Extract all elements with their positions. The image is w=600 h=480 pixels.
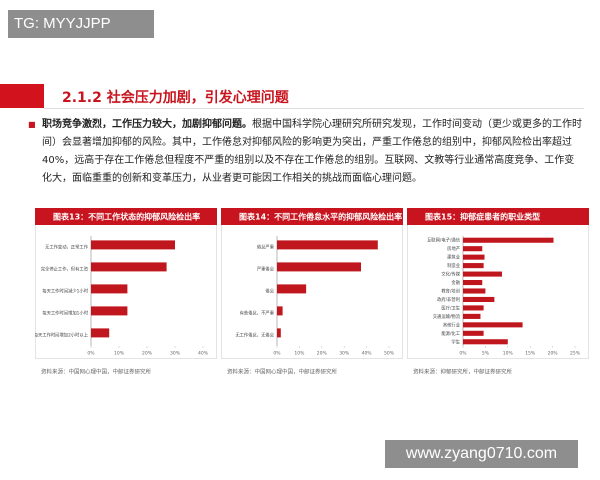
source: 资料来源：中国网心理中国，中邮证券研究所 xyxy=(41,368,152,376)
y-tick-label: 交通运输/物流 xyxy=(433,313,461,320)
y-tick-label: 每天工作时间增加1小时 xyxy=(42,310,88,317)
x-tick-label: 0% xyxy=(459,351,467,357)
bar xyxy=(463,288,486,294)
source: 资料来源：抑郁研究所，中邮证券研究所 xyxy=(413,368,513,376)
watermark: TG: MYYJJPP xyxy=(8,10,154,38)
y-tick-label: 其他行业 xyxy=(443,321,461,328)
divider xyxy=(44,108,584,109)
source: 资料来源：中国网心理中国，中邮证券研究所 xyxy=(227,368,338,376)
y-tick-label: 完全停止工作，但有工资 xyxy=(41,266,89,273)
y-tick-label: 房地产 xyxy=(447,245,460,252)
bullet: ■ xyxy=(28,120,36,129)
chart-title: 图表14：不同工作倦怠水平的抑郁风险检出率 xyxy=(239,212,402,222)
x-tick-label: 5% xyxy=(482,351,490,357)
x-tick-label: 40% xyxy=(198,351,209,357)
chart: 图表13：不同工作状态的抑郁风险检出率 0% 10% 20% 30% 40% 无工作变动，正… xyxy=(35,208,217,376)
footer-watermark: www.zyang0710.com xyxy=(385,440,578,468)
bar xyxy=(463,280,483,286)
bar xyxy=(277,306,283,316)
chart-title: 图表13：不同工作状态的抑郁风险检出率 xyxy=(53,212,200,222)
title-bar xyxy=(35,208,217,225)
bar xyxy=(463,254,485,260)
bar xyxy=(463,271,502,277)
heading-marker xyxy=(0,84,44,108)
paragraph: 职场竞争激烈，工作压力较大，加剧抑郁问题。根据中国科学院心理研究所研究发现，工作… xyxy=(42,116,582,188)
title-bar xyxy=(221,208,403,225)
bar xyxy=(463,246,483,252)
y-tick-label: 无工作倦怠，无倦怠 xyxy=(235,332,274,339)
x-tick-label: 0% xyxy=(273,351,281,357)
bar xyxy=(463,296,495,302)
x-tick-label: 10% xyxy=(114,351,125,357)
y-tick-label: 倦怠严重 xyxy=(257,244,275,251)
paragraph-lead: 职场竞争激烈，工作压力较大，加剧抑郁问题。 xyxy=(42,119,252,130)
bar xyxy=(91,240,175,250)
y-tick-label: 能源/化工 xyxy=(441,330,460,337)
y-tick-label: 建筑业 xyxy=(447,254,461,261)
x-tick-label: 30% xyxy=(170,351,181,357)
x-tick-label: 40% xyxy=(362,351,373,357)
y-tick-label: 学生 xyxy=(451,338,460,345)
x-tick-label: 10% xyxy=(503,351,514,357)
x-tick-label: 20% xyxy=(142,351,153,357)
y-tick-label: 金融 xyxy=(451,279,460,286)
paragraph-text: 根据中国科学院心理研究所研究发现，工作时间变动（更少或更多的工作时间）会显著增加… xyxy=(42,119,582,184)
bar xyxy=(463,330,484,336)
chart-title: 图表15：抑郁症患者的职业类型 xyxy=(425,212,540,222)
bar xyxy=(463,313,481,319)
x-tick-label: 10% xyxy=(294,351,305,357)
y-tick-label: 严重倦怠 xyxy=(257,266,275,273)
bar xyxy=(91,284,128,294)
bar xyxy=(463,305,484,311)
y-tick-label: 倦怠 xyxy=(265,288,274,295)
chart: 图表14：不同工作倦怠水平的抑郁风险检出率 0% 10% 20% 30% 40% 50% 倦怠… xyxy=(221,208,403,376)
x-tick-label: 50% xyxy=(384,351,395,357)
bar xyxy=(91,262,167,272)
y-tick-label: 无工作变动，正常工作 xyxy=(45,244,89,251)
y-tick-label: 文化/传媒 xyxy=(441,271,460,278)
bar xyxy=(277,262,361,272)
y-tick-label: 有些倦怠，不严重 xyxy=(240,310,275,317)
y-tick-label: 教育/培训 xyxy=(441,288,460,295)
x-tick-label: 25% xyxy=(570,351,581,357)
y-tick-label: 每天工作时间增加2小时以上 xyxy=(35,332,89,339)
bar xyxy=(463,339,508,345)
title-bar xyxy=(407,208,589,225)
heading: 2.1.2 社会压力加剧，引发心理问题 xyxy=(62,90,289,106)
chart-frame xyxy=(407,208,589,359)
bar xyxy=(91,328,110,338)
y-tick-label: 每天工作时间减少1小时 xyxy=(42,288,88,295)
x-tick-label: 15% xyxy=(525,351,536,357)
x-tick-label: 30% xyxy=(339,351,350,357)
x-tick-label: 20% xyxy=(548,351,559,357)
chart: 图表15：抑郁症患者的职业类型 0% 5% 10% 15% 20% 25% 互联网/电子/通信… xyxy=(407,208,589,376)
bar xyxy=(463,237,554,243)
bar xyxy=(277,328,281,338)
bar xyxy=(277,284,307,294)
y-tick-label: 制造业 xyxy=(447,262,461,269)
bar xyxy=(91,306,128,316)
x-tick-label: 0% xyxy=(87,351,95,357)
y-tick-label: 政府/非营利 xyxy=(437,296,460,303)
y-tick-label: 互联网/电子/通信 xyxy=(427,237,461,244)
y-tick-label: 医疗/卫生 xyxy=(441,304,460,311)
bar xyxy=(463,322,523,328)
bar xyxy=(463,263,484,269)
bar xyxy=(277,240,378,250)
chart-frame xyxy=(221,208,403,359)
x-tick-label: 20% xyxy=(317,351,328,357)
